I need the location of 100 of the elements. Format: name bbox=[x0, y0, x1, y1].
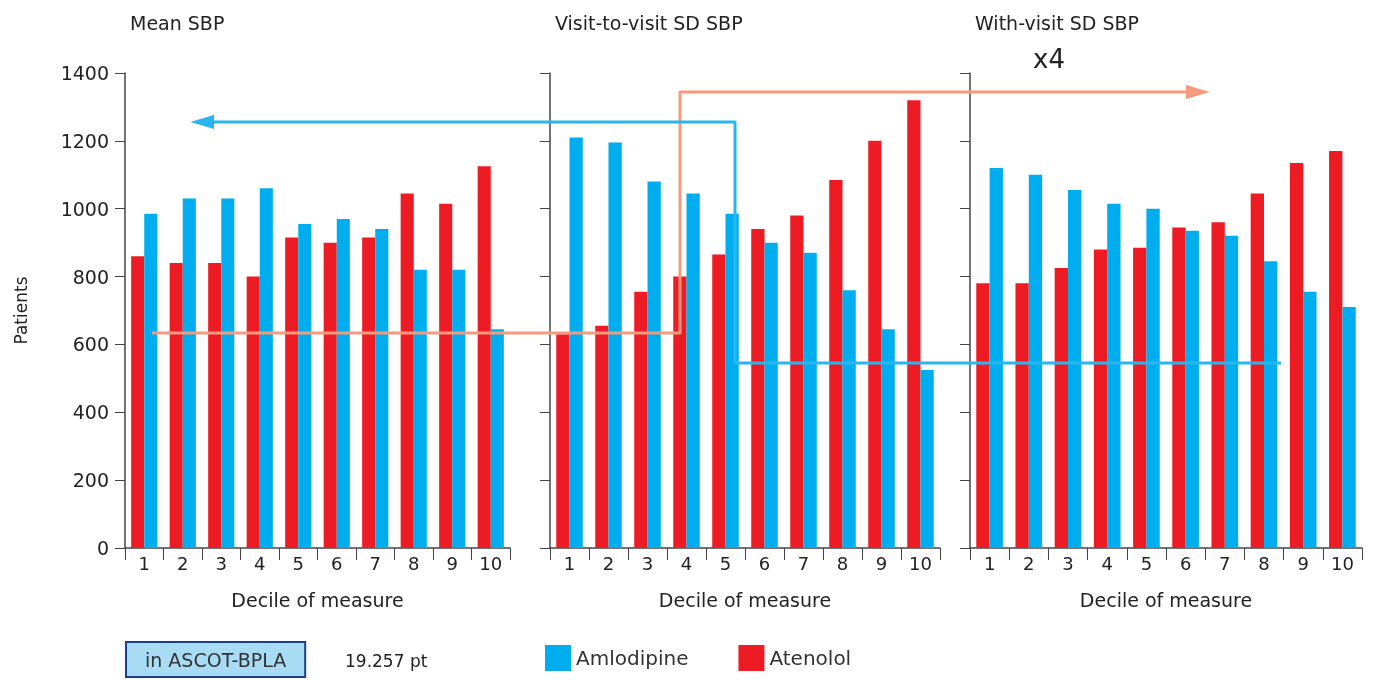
bar bbox=[673, 276, 687, 548]
y-tick-label: 0 bbox=[96, 537, 109, 559]
bar bbox=[182, 198, 196, 548]
bar bbox=[246, 276, 260, 548]
y-tick-label: 800 bbox=[72, 265, 109, 288]
x-tick-label: 4 bbox=[254, 552, 266, 574]
bar bbox=[751, 229, 765, 548]
bar bbox=[881, 329, 895, 548]
x-tick-label: 2 bbox=[1023, 552, 1035, 574]
bar bbox=[989, 168, 1003, 548]
bar bbox=[490, 329, 504, 548]
bar bbox=[868, 140, 882, 548]
x-tick-label: 4 bbox=[680, 552, 693, 574]
x-tick-label: 1 bbox=[138, 552, 150, 574]
bar bbox=[1185, 230, 1199, 548]
x-tick-label: 3 bbox=[1062, 552, 1074, 574]
bar bbox=[208, 263, 222, 548]
text: in ASCOT-BPLA bbox=[145, 648, 287, 671]
x-tick-label: 2 bbox=[602, 552, 615, 574]
y-tick-label: 1200 bbox=[60, 129, 109, 152]
x-tick-label: 1 bbox=[983, 552, 996, 574]
y-tick-label: 600 bbox=[72, 333, 109, 356]
x-tick-label: 7 bbox=[1219, 552, 1231, 574]
bar bbox=[1028, 174, 1043, 548]
bar bbox=[1133, 247, 1147, 548]
bar bbox=[712, 254, 726, 548]
x-axis-title: Decile of measure bbox=[231, 588, 404, 611]
x-axis-title: Decile of measure bbox=[1079, 588, 1253, 611]
x-tick-label: 2 bbox=[177, 552, 189, 574]
y-tick-label: 200 bbox=[72, 469, 109, 492]
bar bbox=[298, 223, 312, 548]
bar bbox=[259, 188, 273, 548]
y-tick-label: 1000 bbox=[60, 197, 109, 220]
bar bbox=[595, 325, 609, 548]
x-tick-label: 8 bbox=[836, 552, 849, 574]
chart-title: Mean SBP bbox=[130, 11, 225, 34]
bar bbox=[842, 290, 856, 548]
bar bbox=[1303, 291, 1317, 548]
x-tick-label: 9 bbox=[446, 552, 458, 574]
bar bbox=[569, 137, 583, 548]
bar bbox=[413, 269, 427, 548]
bar bbox=[1107, 203, 1121, 548]
x-tick-label: 9 bbox=[1297, 552, 1309, 574]
x-tick-label: 3 bbox=[215, 552, 227, 574]
bar bbox=[1211, 222, 1225, 548]
bar bbox=[1289, 162, 1304, 548]
x-tick-label: 7 bbox=[369, 552, 381, 574]
bar bbox=[336, 218, 350, 548]
bar bbox=[764, 242, 778, 548]
y-axis-title: Patients bbox=[10, 276, 31, 345]
x-tick-label: 10 bbox=[479, 552, 503, 574]
x-tick-label: 6 bbox=[331, 552, 343, 574]
bar bbox=[375, 229, 389, 548]
legend-label: Amlodipine bbox=[576, 646, 689, 670]
bar bbox=[169, 263, 183, 548]
bar bbox=[1068, 190, 1082, 548]
x-tick-label: 5 bbox=[1140, 552, 1153, 574]
y-tick-label: 1400 bbox=[60, 62, 109, 84]
bar bbox=[1342, 307, 1356, 548]
bar bbox=[1224, 235, 1239, 548]
bar bbox=[1172, 227, 1186, 548]
bar bbox=[1146, 208, 1160, 548]
bar bbox=[1054, 268, 1068, 548]
text: 19.257 pt bbox=[345, 650, 428, 671]
chart-title: With-visit SD SBP bbox=[975, 11, 1139, 34]
legend-label: Atenolol bbox=[769, 646, 852, 670]
x-tick-label: 1 bbox=[563, 552, 576, 574]
bar bbox=[686, 193, 700, 548]
bar bbox=[1250, 193, 1264, 548]
bar bbox=[920, 369, 934, 548]
bar bbox=[976, 283, 990, 548]
bar bbox=[829, 179, 843, 548]
bar bbox=[144, 213, 158, 548]
x-axis-title: Decile of measure bbox=[658, 588, 832, 611]
x-tick-label: 5 bbox=[719, 552, 732, 574]
bar bbox=[608, 142, 622, 548]
bar bbox=[400, 193, 414, 548]
x-tick-label: 4 bbox=[1101, 552, 1113, 574]
bar bbox=[634, 291, 648, 548]
chart-title: Visit-to-visit SD SBP bbox=[555, 11, 743, 34]
bar bbox=[221, 198, 235, 548]
bar bbox=[323, 242, 337, 548]
x-tick-label: 9 bbox=[875, 552, 888, 574]
y-tick-label: 400 bbox=[72, 401, 109, 424]
x-tick-label: 10 bbox=[909, 552, 932, 574]
bar bbox=[556, 334, 570, 548]
bar bbox=[790, 215, 804, 548]
bar bbox=[803, 252, 817, 548]
bar bbox=[647, 181, 661, 548]
bar bbox=[362, 237, 376, 548]
bar bbox=[452, 269, 466, 548]
x-tick-label: 8 bbox=[408, 552, 420, 574]
bar bbox=[1264, 261, 1278, 548]
x-tick-label: 8 bbox=[1258, 552, 1270, 574]
bar bbox=[439, 203, 453, 548]
bar bbox=[477, 166, 491, 548]
annotation: x4 bbox=[1033, 44, 1065, 74]
bar bbox=[1093, 249, 1108, 548]
x-tick-label: 7 bbox=[797, 552, 810, 574]
bar bbox=[907, 100, 921, 548]
